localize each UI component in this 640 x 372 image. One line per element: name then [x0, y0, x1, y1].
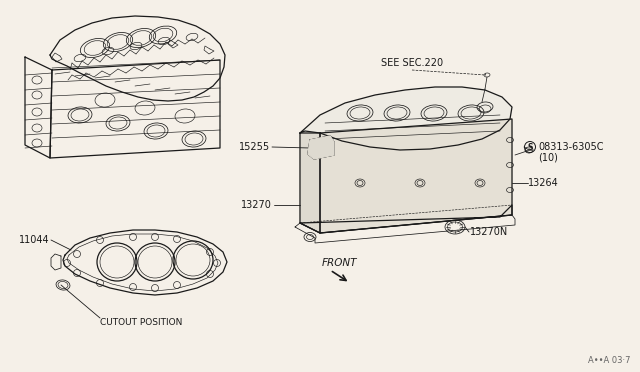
Text: SEE SEC.220: SEE SEC.220: [381, 58, 443, 68]
Text: CUTOUT POSITION: CUTOUT POSITION: [100, 318, 182, 327]
Text: 11044: 11044: [19, 235, 50, 245]
Polygon shape: [320, 119, 512, 233]
Text: 13264: 13264: [528, 178, 559, 188]
Text: 13270N: 13270N: [470, 227, 508, 237]
Text: (10): (10): [538, 152, 558, 162]
Text: A••A 03·7: A••A 03·7: [588, 356, 630, 365]
Text: S: S: [527, 142, 532, 151]
Text: 08313-6305C: 08313-6305C: [538, 142, 604, 152]
Polygon shape: [308, 136, 334, 159]
Text: 15255: 15255: [239, 142, 270, 152]
Text: 13270: 13270: [241, 200, 272, 210]
Polygon shape: [300, 87, 512, 150]
Polygon shape: [300, 133, 320, 233]
Text: FRONT: FRONT: [322, 258, 358, 268]
